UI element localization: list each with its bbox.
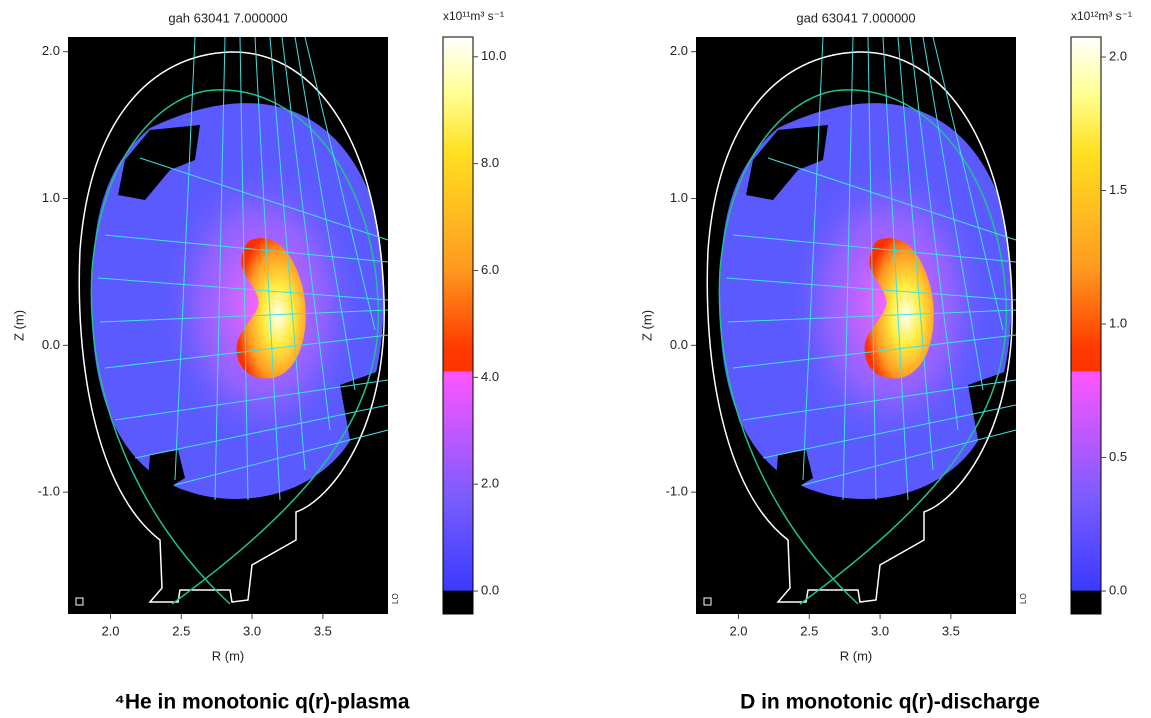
x-tick-label: 3.5 [942,623,960,638]
colorbar-tick-label: 2.0 [1109,48,1127,63]
sightline [762,404,1017,459]
sightline [294,36,356,391]
colorbar [442,36,474,615]
x-tick-label: 3.5 [314,623,332,638]
sightline [725,277,1017,301]
y-tick-label: 0.0 [42,337,60,352]
sightline [114,379,389,421]
caption: D in monotonic q(r)-discharge [740,691,1040,714]
colorbar-tick-label: 0.0 [1109,582,1127,597]
sightline [304,36,376,331]
colorbar [1070,36,1102,615]
colorbar-tick-label: 1.5 [1109,182,1127,197]
sightline [732,334,1017,369]
sightline [897,36,934,471]
sightline [932,36,1004,331]
colorbar-label: x10¹²m³ s⁻¹ [1071,9,1132,23]
x-tick-label: 2.0 [729,623,747,638]
emission-core [236,238,306,379]
separatrix [90,89,380,605]
sightline [254,36,281,501]
sightline [767,157,1017,241]
sightline [742,379,1017,421]
x-tick-label: 2.0 [101,623,119,638]
x-axis-label: R (m) [212,648,245,663]
sightline [104,334,389,369]
sightline [99,309,389,323]
colorbar-tick-label: 0.0 [481,582,499,597]
colorbar-tick-label: 10.0 [481,48,506,63]
sightline [882,36,909,501]
y-tick-label: 1.0 [42,190,60,205]
panel: gah 63041 7.000000 R (m) Z (m) LO ⁴He in mon… [11,9,506,713]
low-region [118,125,200,200]
marker-box [703,597,712,606]
y-tick-label: -1.0 [666,484,688,499]
sightline [802,429,1017,486]
colorbar-tick-label: 1.0 [1109,315,1127,330]
sightline [727,309,1017,323]
annotation: LO [1019,593,1028,604]
y-tick-label: 1.0 [670,190,688,205]
vessel-wall [706,51,1013,603]
panel: gad 63041 7.000000 R (m) Z (m) LO D in monot… [639,9,1132,713]
y-tick-label: 2.0 [42,43,60,58]
emission-core [864,238,934,379]
vessel-wall [78,51,385,603]
y-tick-label: 2.0 [670,43,688,58]
x-tick-label: 2.5 [172,623,190,638]
colorbar-tick-label: 0.5 [1109,449,1127,464]
sightline [281,36,331,431]
sightline [174,429,389,486]
x-tick-label: 3.0 [871,623,889,638]
caption: ⁴He in monotonic q(r)-plasma [114,691,409,714]
sightline [97,277,389,301]
sightline [239,36,249,501]
colorbar-tick-label: 2.0 [481,476,499,491]
colorbar-label: x10¹¹m³ s⁻¹ [443,9,504,23]
annotation: LO [391,593,400,604]
x-tick-label: 3.0 [243,623,261,638]
sightline [909,36,959,431]
sightline [922,36,984,391]
sightline [174,36,196,481]
low-region [746,125,828,200]
sightline [732,234,1017,263]
chart-title: gad 63041 7.000000 [796,10,915,25]
x-tick-label: 2.5 [800,623,818,638]
sightline [104,234,389,263]
y-axis-label: Z (m) [11,310,26,341]
x-axis-label: R (m) [840,648,873,663]
sightline [214,36,226,501]
y-tick-label: -1.0 [38,484,60,499]
sightline [134,404,389,459]
sightline [802,36,824,481]
sightline [842,36,854,501]
separatrix [718,89,1008,605]
colorbar-tick-label: 6.0 [481,262,499,277]
marker-box [75,597,84,606]
sightline [139,157,389,241]
chart-title: gah 63041 7.000000 [168,10,287,25]
sightline [867,36,877,501]
sightline [269,36,306,471]
colorbar-tick-label: 8.0 [481,155,499,170]
colorbar-tick-label: 4.0 [481,369,499,384]
y-tick-label: 0.0 [670,337,688,352]
y-axis-label: Z (m) [639,310,654,341]
